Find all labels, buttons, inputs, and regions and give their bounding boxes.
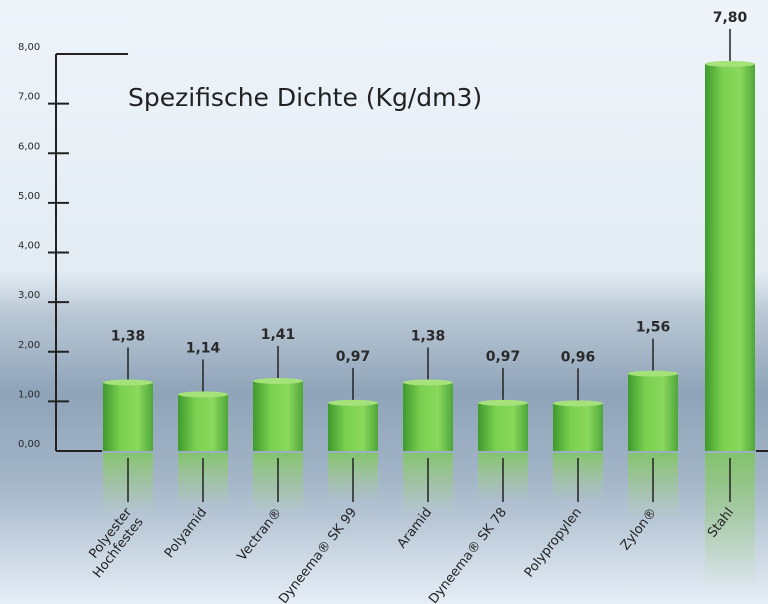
bar xyxy=(403,382,453,451)
y-tick-label: 7,00 xyxy=(18,92,40,103)
bar-top xyxy=(628,370,678,377)
value-label: 7,80 xyxy=(713,10,748,26)
y-tick-label: 6,00 xyxy=(18,141,40,152)
y-tick-label: 2,00 xyxy=(18,340,40,351)
bar xyxy=(705,63,755,452)
bar-top xyxy=(103,379,153,386)
bar-top xyxy=(478,399,528,406)
bar-top xyxy=(253,378,303,385)
value-label: 1,56 xyxy=(636,320,671,336)
bar-top xyxy=(553,400,603,407)
bar-top xyxy=(178,391,228,398)
bar-top xyxy=(705,60,755,67)
y-tick-label: 8,00 xyxy=(18,42,40,53)
bar-top xyxy=(403,379,453,386)
bar xyxy=(478,402,528,451)
y-tick-label: 1,00 xyxy=(18,389,40,400)
value-label: 1,38 xyxy=(411,329,446,345)
chart-title: Spezifische Dichte (Kg/dm3) xyxy=(128,83,482,112)
bar xyxy=(328,402,378,451)
value-label: 0,97 xyxy=(486,349,521,365)
y-tick-label: 4,00 xyxy=(18,241,40,252)
bar xyxy=(178,394,228,451)
bar-top xyxy=(328,399,378,406)
bar xyxy=(103,382,153,451)
value-label: 0,96 xyxy=(561,349,596,365)
y-tick-label: 0,00 xyxy=(18,439,40,450)
y-tick-label: 3,00 xyxy=(18,290,40,301)
y-tick-label: 5,00 xyxy=(18,191,40,202)
value-label: 1,14 xyxy=(186,340,221,356)
bar xyxy=(253,381,303,451)
y-axis: 0,00 1,00 2,00 3,00 4,00 5,00 6,00 7,00 8,00 xyxy=(18,42,768,452)
bar xyxy=(553,403,603,451)
bar xyxy=(628,373,678,451)
value-label: 0,97 xyxy=(336,349,371,365)
value-label: 1,41 xyxy=(261,327,296,343)
value-label: 1,38 xyxy=(111,329,146,345)
